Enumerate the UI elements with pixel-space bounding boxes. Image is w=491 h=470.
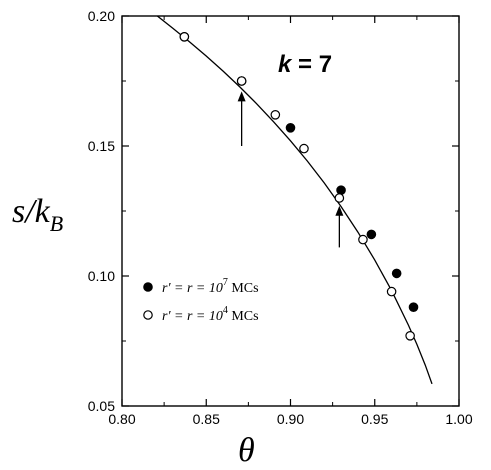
y-tick-label-4: 0.20 xyxy=(88,8,115,24)
point-open-6 xyxy=(358,234,368,245)
point-filled-7 xyxy=(408,302,419,312)
arrow-head-1 xyxy=(237,91,246,102)
point-open-7 xyxy=(386,286,397,297)
legend-label-open: r′ = r = 104 MCs xyxy=(162,305,259,324)
point-filled-3 xyxy=(285,123,296,133)
point-open-8 xyxy=(405,330,415,341)
point-open-2 xyxy=(236,76,247,86)
x-tick-label-3: 0.90 xyxy=(277,411,304,427)
x-tick-label-1: 0.80 xyxy=(108,411,135,427)
x-axis-title: θ xyxy=(238,432,255,469)
x-tick-label-5: 1.00 xyxy=(445,411,472,427)
arrow-head-2 xyxy=(335,205,344,216)
legend-marker-open xyxy=(143,310,153,320)
plot-area xyxy=(156,16,433,385)
y-tick-label-3: 0.15 xyxy=(88,138,115,154)
x-tick-label-2: 0.85 xyxy=(193,411,220,427)
point-open-4 xyxy=(299,143,309,154)
point-open-3 xyxy=(270,110,281,120)
annotation-k: k = 7 xyxy=(278,51,332,78)
legend-marker-filled xyxy=(143,282,153,292)
legend: r′ = r = 107 MCs r′ = r = 104 MCs xyxy=(143,277,259,324)
point-open-5 xyxy=(334,193,345,203)
x-tick-label-4: 0.95 xyxy=(361,411,388,427)
point-filled-6 xyxy=(391,268,402,279)
legend-label-filled: r′ = r = 107 MCs xyxy=(162,277,259,296)
point-filled-5 xyxy=(366,229,377,240)
y-tick-label-1: 0.05 xyxy=(88,398,115,414)
point-open-1 xyxy=(179,31,190,42)
point-filled-4 xyxy=(336,185,346,195)
axes: 0.80 0.85 0.90 0.95 1.00 0.05 0.10 0.15 0.20 xyxy=(88,8,473,427)
y-tick-label-2: 0.10 xyxy=(88,268,115,284)
y-axis-title: s/kB xyxy=(12,193,63,236)
fit-curve xyxy=(156,16,433,385)
